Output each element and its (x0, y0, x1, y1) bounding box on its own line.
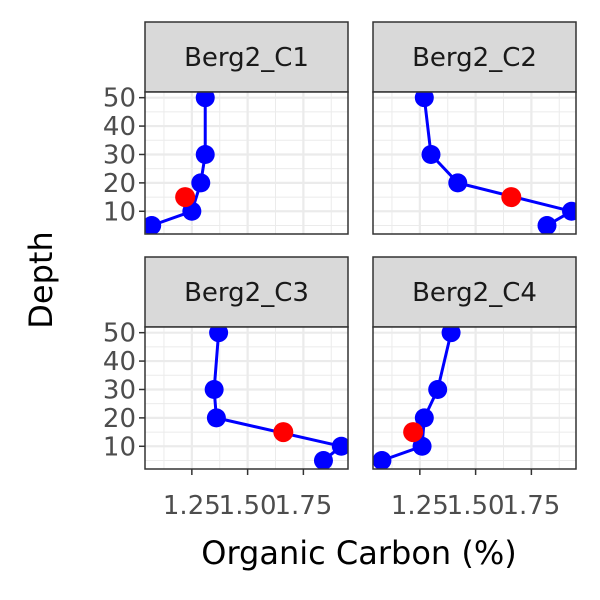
data-point (373, 450, 392, 469)
data-point (412, 436, 432, 456)
y-tick-label: 20 (103, 404, 136, 434)
facet-strip-label: Berg2_C4 (412, 278, 537, 308)
data-point (145, 215, 162, 234)
data-point (195, 144, 215, 164)
y-tick-label: 40 (103, 112, 136, 142)
panel-background (373, 92, 576, 234)
data-point (562, 201, 576, 221)
x-tick-label: 1.50 (219, 491, 277, 521)
panel-background (145, 92, 348, 234)
y-tick-label: 30 (103, 375, 136, 405)
facet-strip-label: Berg2_C3 (184, 278, 309, 308)
x-axis-title: Organic Carbon (%) (201, 534, 516, 572)
y-tick-label: 10 (103, 197, 136, 227)
highlight-point (175, 187, 196, 208)
facet-strip (372, 256, 577, 328)
data-point (209, 327, 229, 343)
y-tick-label: 20 (103, 169, 136, 199)
x-tick-label: 1.25 (391, 491, 449, 521)
highlight-point (273, 422, 294, 443)
data-point (195, 92, 215, 108)
panel-data (145, 92, 215, 234)
panel-data (373, 327, 461, 469)
y-tick-label: 10 (103, 432, 136, 462)
y-tick-label: 50 (103, 84, 136, 114)
highlight-point (403, 422, 424, 443)
panel-background (145, 327, 348, 469)
y-tick-label: 40 (103, 347, 136, 377)
data-point (421, 144, 441, 164)
y-axis-title: Depth (22, 231, 60, 328)
panel-border (144, 326, 349, 470)
panel-border (144, 91, 349, 235)
data-point (191, 173, 211, 193)
panel-background (373, 327, 576, 469)
data-point (414, 408, 434, 428)
panel-border (372, 326, 577, 470)
data-point (414, 92, 434, 108)
facet-strip-label: Berg2_C2 (412, 43, 537, 73)
x-tick-label: 1.25 (163, 491, 221, 521)
panel-border (372, 91, 577, 235)
data-point (206, 408, 226, 428)
data-point (204, 379, 224, 399)
data-point (313, 450, 333, 469)
highlight-point (501, 187, 522, 208)
data-point (331, 436, 348, 456)
facet-strip (144, 256, 349, 328)
panel-Berg2_C2: Berg2_C2 (372, 21, 577, 235)
panel-data (414, 92, 576, 234)
panel-data (204, 327, 348, 469)
x-tick-label: 1.75 (274, 491, 332, 521)
y-tick-label: 30 (103, 140, 136, 170)
y-tick-label: 50 (103, 319, 136, 349)
panel-Berg2_C4: Berg2_C4 1.251.501.75 (372, 256, 577, 521)
x-tick-label: 1.75 (502, 491, 560, 521)
data-point (428, 379, 448, 399)
facet-strip (144, 21, 349, 93)
data-point (537, 215, 557, 234)
data-point (448, 173, 468, 193)
data-point (441, 327, 461, 343)
x-tick-label: 1.50 (447, 491, 505, 521)
facet-strip-label: Berg2_C1 (184, 43, 309, 73)
facet-strip (372, 21, 577, 93)
